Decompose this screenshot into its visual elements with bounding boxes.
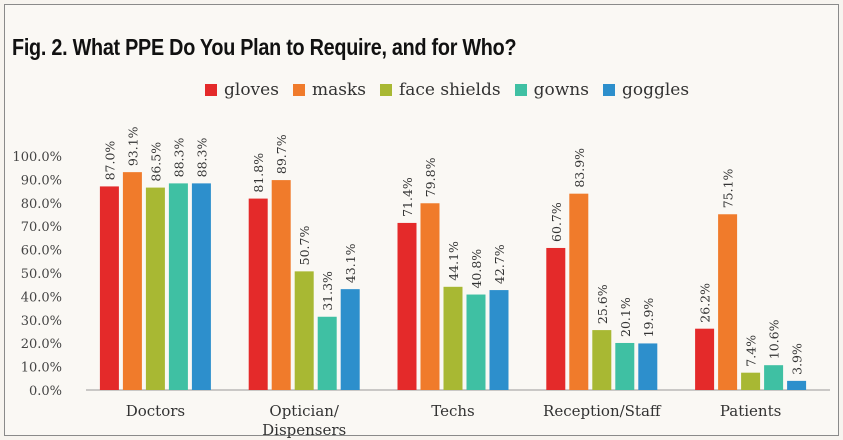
bar-gloves: [248, 198, 268, 390]
x-tick-label: Doctors: [126, 402, 185, 420]
legend-label: face shields: [398, 80, 501, 100]
y-tick-label: 60.0%: [21, 244, 62, 259]
legend-swatch: [379, 84, 392, 96]
legend-swatch: [292, 84, 305, 96]
data-label: 40.8%: [469, 249, 484, 289]
bar-gloves: [546, 247, 566, 390]
legend-item-gloves: gloves: [205, 80, 279, 100]
data-label: 60.7%: [549, 202, 564, 242]
bar-face-shields: [145, 187, 165, 390]
y-tick-label: 10.0%: [21, 361, 62, 376]
data-label: 88.3%: [171, 138, 186, 178]
bar-gowns: [168, 183, 188, 390]
data-label: 50.7%: [297, 226, 312, 266]
data-label: 75.1%: [721, 168, 736, 208]
data-label: 87.0%: [102, 141, 117, 181]
legend-swatch: [514, 84, 527, 96]
bar-face-shields: [443, 286, 463, 390]
data-label: 26.2%: [698, 283, 713, 323]
data-label: 93.1%: [125, 126, 140, 166]
y-tick-label: 0.0%: [29, 384, 62, 399]
bar-face-shields: [741, 372, 761, 390]
bar-masks: [569, 193, 589, 390]
legend-item-face-shields: face shields: [379, 80, 501, 100]
bar-goggles: [340, 289, 360, 390]
data-label: 86.5%: [148, 142, 163, 182]
bar-masks: [122, 172, 142, 390]
data-label: 3.9%: [790, 343, 805, 375]
bar-gowns: [764, 365, 784, 390]
data-label: 19.9%: [641, 298, 656, 338]
bar-masks: [420, 203, 440, 390]
legend-swatch: [602, 84, 615, 96]
data-label: 83.9%: [572, 148, 587, 188]
y-tick-label: 40.0%: [21, 290, 62, 305]
legend-label: gloves: [224, 80, 279, 100]
y-tick-label: 50.0%: [21, 267, 62, 282]
y-tick-label: 20.0%: [21, 337, 62, 352]
legend-label: gowns: [533, 80, 589, 100]
bar-goggles: [638, 343, 658, 390]
bar-goggles: [489, 290, 509, 390]
x-tick-label: Techs: [431, 402, 474, 420]
data-label: 89.7%: [274, 134, 289, 174]
legend-item-gowns: gowns: [514, 80, 589, 100]
bar-face-shields: [592, 330, 612, 390]
data-label: 43.1%: [343, 243, 358, 283]
bar-gloves: [397, 222, 417, 390]
y-tick-label: 70.0%: [21, 220, 62, 235]
legend-item-goggles: goggles: [602, 80, 690, 100]
y-tick-label: 100.0%: [12, 150, 62, 165]
x-tick-label: Optician/: [269, 402, 340, 420]
bar-goggles: [787, 380, 807, 390]
y-tick-label: 30.0%: [21, 314, 62, 329]
legend-label: goggles: [621, 80, 690, 100]
data-label: 20.1%: [618, 297, 633, 337]
legend-item-masks: masks: [292, 80, 366, 100]
x-tick-label: Reception/Staff: [543, 402, 662, 420]
data-label: 25.6%: [595, 284, 610, 324]
data-label: 79.8%: [423, 157, 438, 197]
bar-masks: [718, 214, 738, 390]
bar-gloves: [99, 186, 119, 390]
y-tick-label: 90.0%: [21, 173, 62, 188]
bar-gloves: [695, 328, 715, 390]
chart-legend: gloves masks face shields gowns goggles: [205, 80, 689, 100]
bar-goggles: [191, 183, 211, 390]
x-tick-label: Dispensers: [262, 421, 346, 439]
data-label: 81.8%: [251, 153, 266, 193]
data-label: 44.1%: [446, 241, 461, 281]
bar-masks: [271, 180, 291, 390]
legend-swatch: [205, 84, 217, 96]
chart-title: Fig. 2. What PPE Do You Plan to Require,…: [12, 34, 517, 60]
data-label: 42.7%: [492, 244, 507, 284]
bar-gowns: [615, 342, 635, 390]
data-label: 7.4%: [744, 335, 759, 367]
bar-gowns: [317, 316, 337, 390]
bar-gowns: [466, 294, 486, 390]
y-tick-label: 80.0%: [21, 197, 62, 212]
x-tick-label: Patients: [720, 402, 781, 420]
bar-face-shields: [294, 271, 314, 390]
data-label: 31.3%: [320, 271, 335, 311]
data-label: 88.3%: [194, 138, 209, 178]
data-label: 10.6%: [767, 319, 782, 359]
legend-label: masks: [311, 80, 366, 100]
data-label: 71.4%: [400, 177, 415, 217]
